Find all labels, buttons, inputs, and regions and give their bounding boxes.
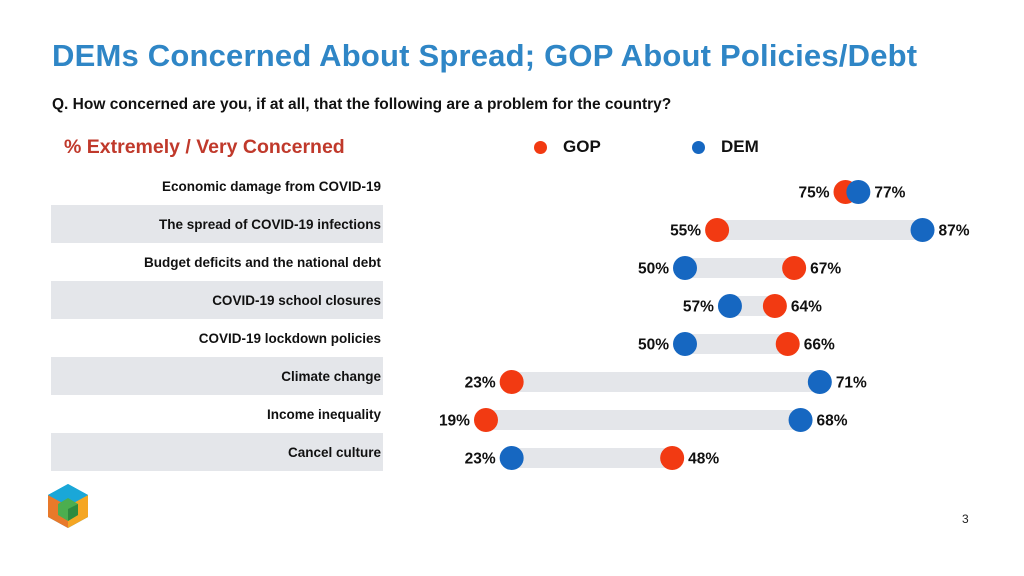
range-bar (512, 372, 820, 392)
range-bar (486, 410, 801, 430)
dem-dot (846, 180, 870, 204)
gop-value-label: 19% (439, 413, 470, 430)
gop-value-label: 64% (791, 299, 822, 316)
dem-dot (718, 294, 742, 318)
gop-dot (705, 218, 729, 242)
range-bar (685, 334, 788, 354)
dem-value-label: 50% (638, 261, 669, 278)
gop-dot (782, 256, 806, 280)
range-bar (717, 220, 922, 240)
company-logo-icon (46, 483, 90, 529)
dem-value-label: 71% (836, 375, 867, 392)
dot-range-chart: 75% 77% 55% 87% 50% 67% 57% 64% 50% 66% 23% 71% 19% 6… (0, 0, 1024, 576)
dem-dot (808, 370, 832, 394)
dem-value-label: 57% (683, 299, 714, 316)
gop-dot (474, 408, 498, 432)
dem-dot (673, 256, 697, 280)
dem-value-label: 23% (465, 451, 496, 468)
range-bar (512, 448, 673, 468)
gop-dot (776, 332, 800, 356)
dem-value-label: 87% (939, 223, 970, 240)
gop-dot (500, 370, 524, 394)
page-number: 3 (962, 512, 969, 526)
range-bar (685, 258, 794, 278)
dem-value-label: 50% (638, 337, 669, 354)
dem-dot (673, 332, 697, 356)
dem-value-label: 77% (874, 185, 905, 202)
dem-dot (500, 446, 524, 470)
gop-value-label: 66% (804, 337, 835, 354)
dem-dot (911, 218, 935, 242)
gop-value-label: 75% (798, 185, 829, 202)
gop-value-label: 55% (670, 223, 701, 240)
gop-dot (763, 294, 787, 318)
dem-value-label: 68% (817, 413, 848, 430)
dem-dot (789, 408, 813, 432)
gop-value-label: 67% (810, 261, 841, 278)
gop-value-label: 48% (688, 451, 719, 468)
gop-value-label: 23% (465, 375, 496, 392)
gop-dot (660, 446, 684, 470)
